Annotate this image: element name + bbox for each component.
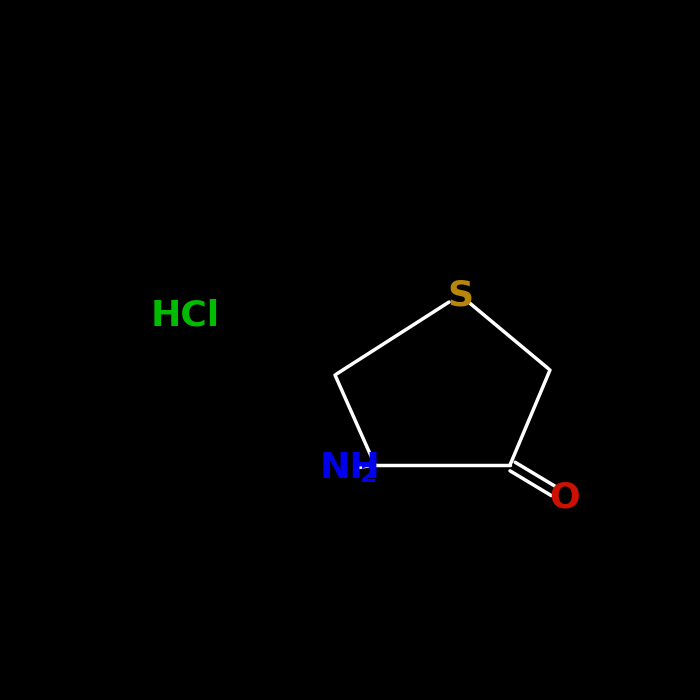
Text: S: S (447, 278, 473, 312)
Text: HCl: HCl (150, 298, 220, 332)
Text: NH: NH (320, 451, 381, 485)
Text: 2: 2 (360, 463, 377, 487)
Text: O: O (550, 481, 580, 515)
